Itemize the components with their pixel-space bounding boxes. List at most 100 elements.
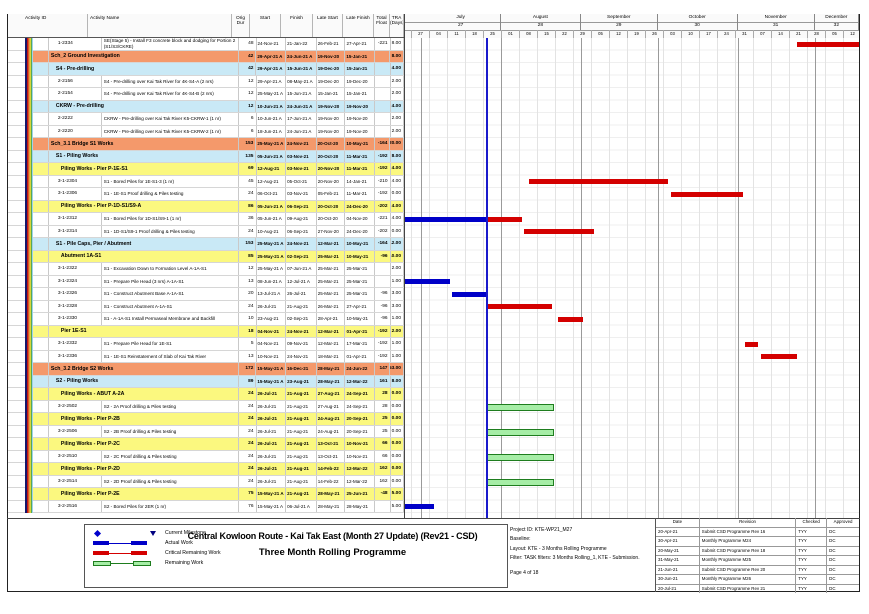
gantt-bar-critical [485, 304, 553, 309]
cell-activity-id: 3-1-2332 [49, 338, 102, 350]
week-tick: 14 [771, 30, 789, 38]
revision-cell: 31-May-21 [656, 556, 700, 565]
revision-cell: Submit CSD Programme Rev 21 [700, 584, 797, 593]
cell-late-finish: 11-Mar-21 [345, 163, 376, 175]
task-row: 3-1-2330 S1 - A-1A-S1 Install Permaseal M… [8, 313, 404, 326]
revision-cell: Monthly Programme M26 [700, 575, 797, 584]
week-gridline [465, 38, 466, 518]
task-row: 2-2220 CKRW - Pre-drilling over Kai Tak R… [8, 125, 404, 138]
cell-late-start: 28-May-21 [317, 363, 346, 375]
cell-late-start: 28-May-21 [317, 500, 346, 512]
month-number: 32 [815, 22, 859, 30]
revision-cell: TYY [796, 575, 828, 584]
cell-finish: 02-Sep-21 [286, 313, 317, 325]
cell-orig-dur: 86 [239, 200, 257, 212]
cell-finish: 21-Jan-22 [286, 38, 317, 50]
cell-late-start: 14-Feb-22 [317, 475, 346, 487]
month-label: August [501, 14, 581, 22]
week-tick: 26 [645, 30, 663, 38]
cell-orig-dur: 89 [239, 375, 257, 387]
task-row: 3-1-2336 S1 - 1E-S1 Reinstatement of Slab… [8, 350, 404, 363]
project-info-line: Project ID: KTE-WP21_M27 [510, 527, 573, 533]
cell-orig-dur: 12 [239, 263, 257, 275]
task-row: 2-2222 CKRW - Pre-drilling over Kai Tak R… [8, 113, 404, 126]
revision-cell: 21-Jun-21 [656, 565, 700, 574]
band-row: S1 - Piling Works 135 05-Jun-21 A 03-Nov-21… [8, 150, 404, 163]
row-left-gap [25, 413, 49, 425]
revision-cell: Approved [833, 519, 853, 524]
project-info-lines: Project ID: KTE-WP21_M27 Baseline: Layout:… [510, 527, 652, 561]
cell-start: 10-Jun-21 A [256, 100, 287, 112]
week-gridline [681, 38, 682, 518]
cell-finish: 03-Nov-21 [286, 188, 317, 200]
gantt-bar-remaining [485, 404, 555, 411]
cell-tra: 2.00 [391, 125, 404, 137]
cell-start: 26-Jul-21 [257, 438, 287, 450]
band-row: Sch_3.2 Bridge S2 Works 172 15-May-21 A 16-… [8, 363, 404, 376]
cell-activity-name: S1 - Construct Abutment Base A-1A-S1 [102, 288, 240, 300]
cell-orig-dur: 12 [239, 75, 257, 87]
revision-row: 30-Jun-21 Monthly Programme M26 TYY DC [656, 575, 859, 585]
week-tick: 08 [519, 30, 537, 38]
cell-band-title: S1 - Piling Works [49, 150, 240, 162]
cell-orig-dur: 48 [239, 38, 257, 50]
legend-bar-segment [109, 542, 131, 544]
week-tick: 10 [681, 30, 699, 38]
gantt-bar-actual [405, 279, 450, 284]
week-tick: 01 [501, 30, 519, 38]
table-header-row: Activity ID Activity Name Orig Dur Start Fin… [8, 14, 404, 38]
cell-activity-id: 2-2154 [49, 88, 102, 100]
cell-activity-id: 3-1-2324 [49, 275, 102, 287]
row-left-gap [25, 225, 49, 237]
gantt-bar-actual [405, 216, 486, 222]
band-row: Piling Works - Pier P-2B 24 26-Jul-21 21-Au… [8, 413, 404, 426]
cell-late-start: 27-Aug-21 [317, 388, 346, 400]
cell-start: 15-May-21 A [257, 488, 287, 500]
cell-late-finish: 10-May-21 [345, 250, 376, 262]
cell-finish: 07-Jun-21 A [286, 263, 317, 275]
cell-tra: 0.00 [391, 450, 404, 462]
cell-late-start: 12-Mar-21 [317, 238, 346, 250]
week-gridline [735, 38, 736, 518]
revision-cell: DC [829, 566, 836, 572]
week-tick: 15 [537, 30, 555, 38]
cell-tra: 0.00 [391, 388, 404, 400]
cell-start: 26-Jul-21 [257, 300, 287, 312]
month-number: 27 [421, 22, 501, 30]
cell-orig-dur: 6 [239, 125, 257, 137]
cell-activity-id: 3-1-2306 [49, 188, 102, 200]
cell-finish: 24-Jun-21 A [286, 50, 317, 62]
row-left-gap [25, 438, 49, 450]
cell-finish: 24-Nov-21 [286, 325, 317, 337]
cell-orig-dur: 76 [239, 500, 257, 512]
row-left-gap [25, 63, 49, 75]
cell-orig-dur: 69 [239, 163, 257, 175]
cell-late-start: 20-Oct-20 [317, 150, 346, 162]
cell-finish: 21-Aug-21 [286, 438, 317, 450]
cell-late-start: 25-Mar-21 [317, 275, 346, 287]
cell-orig-dur: 20 [239, 288, 257, 300]
cell-band-title: Piling Works - Pier P-2E [49, 488, 240, 500]
week-tick: 04 [429, 30, 447, 38]
row-left-gap [25, 363, 49, 375]
cell-activity-name: S1 - Excavation Down to Formation Level … [102, 263, 240, 275]
cell-tra: 20.00 [390, 138, 404, 150]
cell-start: 26-Jul-21 [257, 463, 287, 475]
cell-total-float: 162 [375, 475, 391, 487]
band-row: Piling Works - Pier P-1D-S1/S9-A 86 05-Jun… [8, 200, 404, 213]
cell-total-float: -221 [375, 38, 391, 50]
revision-cell: Submit CSD Programme Rev 20 [700, 565, 797, 574]
cell-activity-name: S1 - A-1A-S1 Install Permaseal Membrane … [102, 313, 240, 325]
cell-start: 26-Jul-21 [257, 400, 287, 412]
cell-late-finish: 10-Nov-21 [345, 450, 376, 462]
cell-late-finish: 24-Dec-20 [345, 225, 376, 237]
cell-total-float [375, 75, 391, 87]
cell-late-finish: 19-Nov-20 [345, 100, 376, 112]
month-label: October [658, 14, 738, 22]
cell-late-start: 27-Nov-20 [317, 225, 346, 237]
row-left-gap [25, 350, 49, 362]
cell-total-float: -96 [375, 313, 391, 325]
revision-cell: TYY [796, 556, 828, 565]
cell-tra: 1.00 [391, 350, 404, 362]
